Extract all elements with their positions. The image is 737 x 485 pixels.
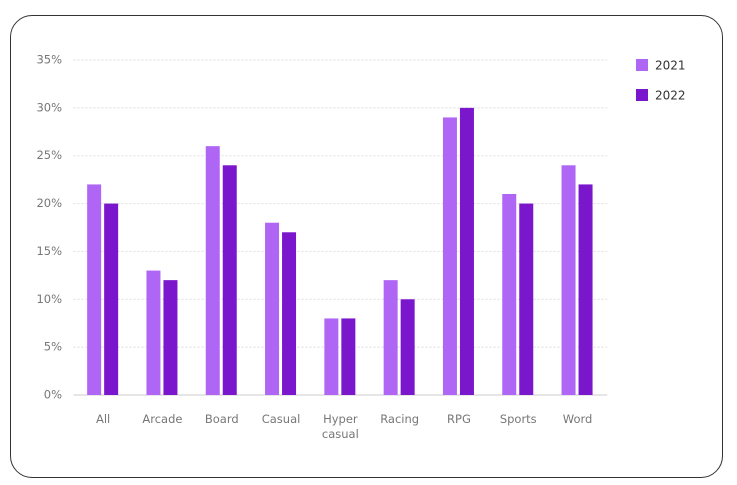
bar	[104, 203, 119, 395]
bar	[561, 165, 576, 395]
x-tick-label: Arcade	[142, 412, 183, 426]
bar	[205, 146, 220, 395]
legend-swatch	[636, 89, 648, 101]
bar	[282, 232, 297, 395]
bar	[87, 184, 102, 395]
y-tick-label: 20%	[36, 196, 62, 210]
bar	[163, 280, 178, 395]
y-tick-label: 35%	[36, 53, 62, 67]
bar	[222, 165, 237, 395]
chart-card	[10, 15, 723, 478]
x-tick-label: RPG	[447, 412, 471, 426]
y-tick-label: 0%	[44, 388, 62, 402]
y-tick-label: 5%	[44, 340, 62, 354]
x-tick-label: Hyper casual	[321, 412, 359, 441]
y-tick-label: 30%	[36, 100, 62, 114]
x-tick-label: Word	[562, 412, 593, 426]
bar	[146, 270, 161, 395]
y-tick-label: 10%	[36, 292, 62, 306]
legend-label: 2022	[655, 89, 686, 103]
x-tick-label: Board	[204, 412, 239, 426]
x-tick-label: All	[96, 412, 111, 426]
bar	[265, 222, 280, 395]
legend-label: 2021	[655, 59, 686, 73]
bar	[459, 107, 474, 395]
x-tick-label: Racing	[380, 412, 420, 426]
legend-swatch	[636, 59, 648, 71]
bar	[502, 194, 517, 395]
bar	[324, 318, 339, 395]
bar	[578, 184, 593, 395]
y-tick-label: 15%	[36, 244, 62, 258]
y-tick-label: 25%	[36, 148, 62, 162]
bar	[383, 280, 398, 395]
bar	[400, 299, 415, 395]
x-tick-label: Sports	[499, 412, 537, 426]
x-tick-label: Casual	[261, 412, 301, 426]
bar	[519, 203, 534, 395]
bar	[341, 318, 356, 395]
bar	[442, 117, 457, 395]
